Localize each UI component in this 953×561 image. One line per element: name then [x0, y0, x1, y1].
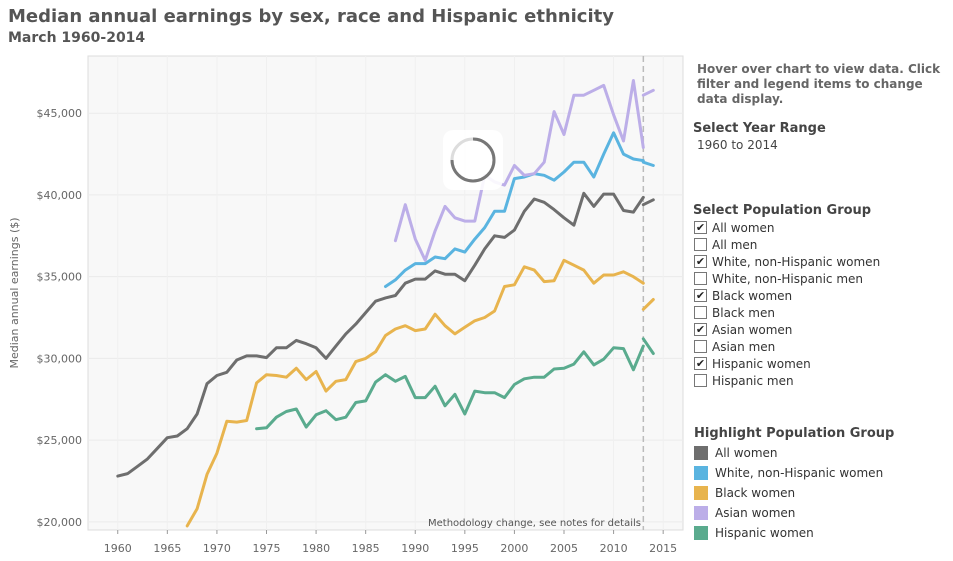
population-filter-label: Black men: [712, 305, 775, 320]
gridlines: [88, 56, 683, 530]
population-filter-item[interactable]: ✔ White, non-Hispanic women: [694, 253, 880, 270]
checked-checkbox-icon[interactable]: ✔: [694, 289, 707, 302]
population-filter-label: White, non-Hispanic women: [712, 254, 881, 269]
population-filter-item[interactable]: ✔ Asian women: [694, 321, 880, 338]
population-filter-label: All women: [712, 220, 775, 235]
year-range-value[interactable]: 1960 to 2014: [697, 138, 778, 152]
y-tick-label: $30,000: [37, 352, 83, 365]
population-filter-label: All men: [712, 237, 758, 252]
chart-title: Median annual earnings by sex, race and …: [8, 6, 614, 27]
empty-checkbox-icon[interactable]: [694, 306, 707, 319]
y-tick-label: $25,000: [37, 434, 83, 447]
x-tick-label: 1965: [153, 542, 181, 555]
methodology-annotation: Methodology change, see notes for detail…: [428, 518, 641, 529]
empty-checkbox-icon[interactable]: [694, 238, 707, 251]
legend-item[interactable]: White, non-Hispanic women: [694, 463, 883, 483]
legend-item[interactable]: All women: [694, 443, 883, 463]
series-line-hispanic-women[interactable]: [255, 344, 645, 431]
population-filter-label: Hispanic men: [712, 373, 794, 388]
y-tick-label: $40,000: [37, 189, 83, 202]
legend-swatch: [694, 506, 708, 520]
population-filter-item[interactable]: White, non-Hispanic men: [694, 270, 880, 287]
series-line-asian-women[interactable]: [393, 79, 645, 262]
population-filter-label: Black women: [712, 288, 793, 303]
x-tick-label: 2000: [500, 542, 528, 555]
x-tick-label: 1960: [104, 542, 132, 555]
x-tick-label: 1985: [352, 542, 380, 555]
x-tick-label: 1980: [302, 542, 330, 555]
y-axis-label: Median annual earnings ($): [8, 217, 21, 368]
population-filter-item[interactable]: All men: [694, 236, 880, 253]
population-filter-list: ✔ All women All men ✔ White, non-Hispanic wo…: [694, 219, 880, 389]
x-tick-label: 2010: [600, 542, 628, 555]
series-line-all-women[interactable]: [641, 198, 655, 207]
legend-swatch: [694, 486, 708, 500]
series-line-hispanic-women[interactable]: [641, 337, 655, 355]
legend-swatch: [694, 466, 708, 480]
series-line-all-women[interactable]: [116, 191, 645, 478]
legend-label: Black women: [715, 486, 796, 500]
highlight-legend: All women White, non-Hispanic women Black …: [694, 443, 883, 543]
plot-area[interactable]: [87, 55, 684, 531]
legend-item[interactable]: Hispanic women: [694, 523, 883, 543]
series-line-white-non-hispanic-women[interactable]: [384, 131, 645, 288]
series-line-asian-women[interactable]: [641, 88, 655, 97]
population-filter-label: Asian women: [712, 322, 793, 337]
empty-checkbox-icon[interactable]: [694, 272, 707, 285]
y-tick-label: $35,000: [37, 271, 83, 284]
checked-checkbox-icon[interactable]: ✔: [694, 255, 707, 268]
x-tick-label: 1995: [451, 542, 479, 555]
y-tick-label: $45,000: [37, 107, 83, 120]
population-filter-item[interactable]: Black men: [694, 304, 880, 321]
population-filter-item[interactable]: Hispanic men: [694, 372, 880, 389]
series-line-black-women[interactable]: [185, 258, 645, 528]
hover-hint: Hover over chart to view data. Click fil…: [697, 62, 941, 106]
line-chart[interactable]: $20,000 $25,000 $30,000 $35,000 $40,000 $45,0…: [0, 0, 690, 561]
population-filter-item[interactable]: Asian men: [694, 338, 880, 355]
population-filter-item[interactable]: ✔ Black women: [694, 287, 880, 304]
legend-label: Hispanic women: [715, 526, 814, 540]
legend-label: All women: [715, 446, 778, 460]
x-tick-label: 2015: [649, 542, 677, 555]
population-filter-item[interactable]: ✔ Hispanic women: [694, 355, 880, 372]
checked-checkbox-icon[interactable]: ✔: [694, 323, 707, 336]
series-line-white-non-hispanic-women[interactable]: [641, 160, 655, 167]
legend-label: Asian women: [715, 506, 796, 520]
population-filter-title: Select Population Group: [693, 203, 872, 218]
y-axis-ticks: $20,000 $25,000 $30,000 $35,000 $40,000 $45,0…: [37, 107, 83, 529]
year-range-title: Select Year Range: [693, 121, 826, 136]
legend-swatch: [694, 446, 708, 460]
legend-label: White, non-Hispanic women: [715, 466, 884, 480]
y-tick-label: $20,000: [37, 516, 83, 529]
empty-checkbox-icon[interactable]: [694, 340, 707, 353]
loading-spinner: [443, 130, 503, 190]
legend-swatch: [694, 526, 708, 540]
x-axis-ticks: 1960 1965 1970 1975 1980 1985 1990 1995 2000 2005…: [104, 530, 677, 555]
series-lines: [116, 79, 655, 528]
x-tick-label: 2005: [550, 542, 578, 555]
x-tick-label: 1975: [253, 542, 281, 555]
empty-checkbox-icon[interactable]: [694, 374, 707, 387]
population-filter-label: Asian men: [712, 339, 776, 354]
population-filter-label: White, non-Hispanic men: [712, 271, 864, 286]
checked-checkbox-icon[interactable]: ✔: [694, 357, 707, 370]
legend-item[interactable]: Black women: [694, 483, 883, 503]
x-tick-label: 1990: [401, 542, 429, 555]
checked-checkbox-icon[interactable]: ✔: [694, 221, 707, 234]
legend-item[interactable]: Asian women: [694, 503, 883, 523]
x-tick-label: 1970: [203, 542, 231, 555]
chart-subtitle: March 1960-2014: [8, 30, 146, 46]
population-filter-label: Hispanic women: [712, 356, 811, 371]
series-line-black-women[interactable]: [641, 298, 655, 311]
spinner-icon: [450, 137, 496, 183]
population-filter-item[interactable]: ✔ All women: [694, 219, 880, 236]
highlight-title: Highlight Population Group: [694, 426, 895, 441]
